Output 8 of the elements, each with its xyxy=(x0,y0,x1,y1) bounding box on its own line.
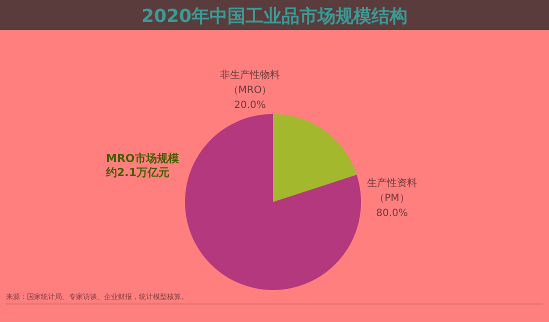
slice-label: 非生产性物料（MRO） xyxy=(220,69,280,96)
pie-slice xyxy=(273,114,357,202)
pie-slice xyxy=(185,114,361,290)
data-label: 80.0% xyxy=(376,208,408,219)
data-label: 20.0% xyxy=(234,100,266,111)
chart-title: 2020年中国工业品市场规模结构 xyxy=(141,6,408,27)
slice-label: 生产性资料（PM） xyxy=(367,177,417,204)
text: MRO市场规模约2.1万亿元 xyxy=(105,152,180,179)
